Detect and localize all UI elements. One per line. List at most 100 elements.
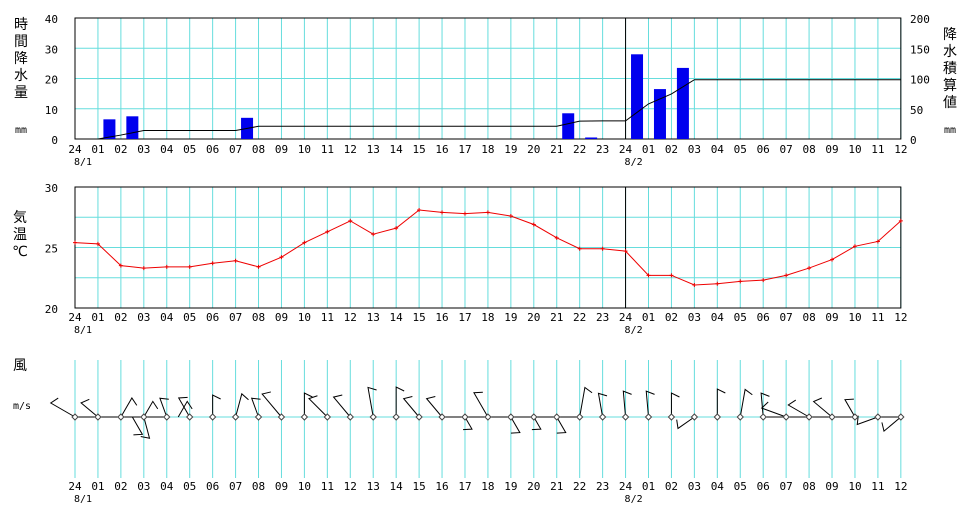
wind-barb [739,388,753,418]
precip-bar [653,89,666,139]
x-tick-label: 09 [825,311,838,324]
x-tick-label: 15 [412,480,425,493]
date-label: 8/1 [74,325,92,336]
wind-point [369,413,377,421]
x-tick-label: 03 [137,143,150,156]
wind-barb [303,392,313,417]
wind-point [438,413,446,421]
y-left-tick: 0 [51,134,58,147]
x-tick-label: 14 [390,311,404,324]
x-tick-label: 24 [68,311,82,324]
wind-point [690,413,699,421]
y-tick: 30 [45,182,58,195]
y-right-tick: 150 [910,43,930,56]
temperature-point [830,257,835,262]
y-right-label-char: 値 [943,95,957,111]
temperature-panel: 20 25 30 気温℃ 24 01 02 03 04 05 06 07 08 09 10 11 12 13 14 1… [12,182,907,336]
x-tick-label: 07 [229,143,242,156]
temperature-point [898,218,903,223]
x-tick-label: 01 [91,311,104,324]
x-tick-label: 05 [734,143,747,156]
wind-barb [402,396,420,418]
temperature-point [669,273,674,278]
x-tick-label: 24 [619,311,633,324]
wind-point [71,413,79,421]
temperature-point [141,266,146,271]
x-tick-label: 08 [802,311,815,324]
plot-frame [74,186,902,309]
x-tick-label: 16 [435,143,448,156]
wind-point [575,413,584,421]
wind-barb [760,401,787,418]
x-tick-label: 04 [160,143,174,156]
x-tick-label: 24 [68,480,82,493]
temperature-point [852,244,857,249]
temperature-point [600,246,605,251]
x-tick-label: 03 [688,311,701,324]
plot-frame [74,17,902,140]
wind-point [117,413,125,421]
x-tick-label: 07 [229,311,242,324]
date-label: 8/1 [74,157,92,168]
precip-bar [676,67,689,139]
x-tick-label: 10 [848,480,861,493]
x-tick-label: 12 [344,311,357,324]
wind-point [163,413,171,421]
x-tick-label: 21 [550,143,563,156]
x-tick-label: 02 [114,143,127,156]
wind-barb [473,391,489,418]
x-tick-label: 04 [160,480,174,493]
wind-barb [261,391,282,418]
temperature-point [118,263,123,268]
wind-barb [463,416,473,431]
x-tick-label: 10 [298,311,311,324]
x-tick-label: 12 [344,480,357,493]
x-tick-label: 05 [734,311,747,324]
wind-point [805,413,813,421]
x-tick-label: 05 [183,311,196,324]
x-tick-label: 01 [91,480,104,493]
x-tick-label: 24 [619,143,633,156]
temperature-point [371,232,376,237]
temperature-point [462,211,467,216]
x-tick-label: 09 [825,480,838,493]
x-tick-label: 02 [114,311,127,324]
wind-barb [716,388,726,417]
y-left-label-char: 降 [14,51,28,67]
wind-point [346,413,354,421]
x-tick-label: 07 [229,480,242,493]
wind-barb [597,392,608,418]
y-right-tick: 100 [910,74,930,87]
temperature-point [875,239,880,244]
x-tick-label: 12 [894,143,907,156]
wind-barb [425,396,443,418]
wind-barb [556,416,567,434]
temperature-point [210,261,215,266]
wind-point [553,413,561,421]
temperature-point [508,214,513,219]
x-tick-label: 04 [711,143,725,156]
y-left-unit: mm [15,125,27,136]
y-left-tick: 10 [45,104,58,117]
x-tick-label: 02 [114,480,127,493]
temperature-point [554,235,559,240]
wind-barb [332,394,351,418]
wind-barb [510,416,521,434]
temperature-point [164,264,169,269]
x-tick-label: 23 [596,143,609,156]
wind-barb [531,416,542,431]
x-tick-label: 06 [757,143,770,156]
x-tick-label: 07 [780,480,793,493]
wind-barb [787,399,810,418]
y-left-label-char: 時 [14,17,28,33]
wind-barb [235,392,249,418]
wind-point [323,413,332,421]
x-tick-label: 10 [298,143,311,156]
precip-bar [126,116,139,139]
x-tick-label: 17 [458,311,471,324]
x-tick-label: 03 [688,480,701,493]
y-right-tick: 200 [910,13,930,26]
temperature-point [302,240,307,245]
